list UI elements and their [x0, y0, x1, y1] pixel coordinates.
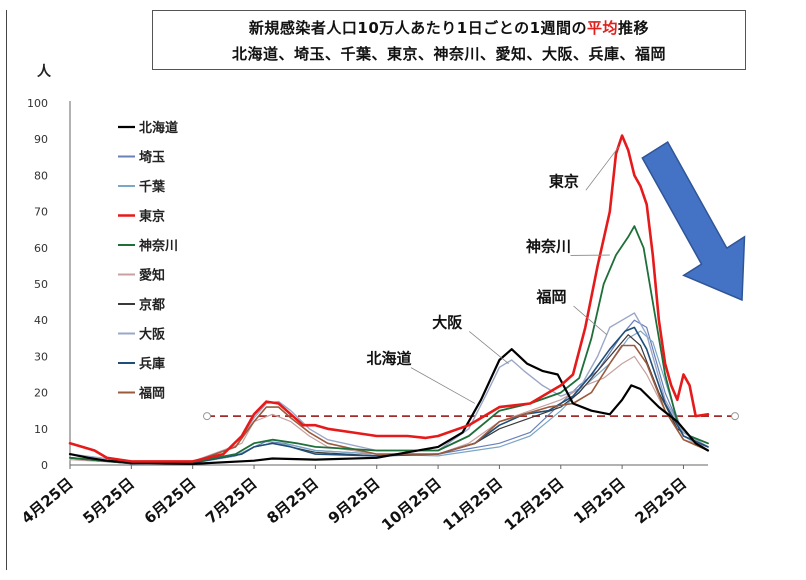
x-tick-label: 12月25日: [501, 474, 568, 534]
series-line: [69, 312, 709, 464]
y-tick-label: 50: [34, 278, 48, 291]
reference-line-start-marker: [203, 412, 211, 421]
y-axis-label: 人: [37, 63, 52, 80]
chart-subtitle: 北海道、埼玉、千葉、東京、神奈川、愛知、大阪、兵庫、福岡: [231, 45, 666, 63]
y-tick-label: 30: [34, 350, 48, 363]
x-tick-label: 5月25日: [79, 474, 138, 527]
series-line: [69, 319, 709, 464]
annotation-label: 大阪: [432, 313, 463, 331]
series-line: [68, 134, 710, 463]
title-text-pre: 新規感染者人口10万人あたり1日ごとの1週間の: [248, 19, 588, 37]
axes-group: 0 10 20 30 40 50 60 70 80 90 100 人 4月25日 5月25日 6月25日 7月…: [18, 63, 708, 534]
x-tick-label: 2月25日: [631, 474, 690, 527]
legend-label: 大阪: [139, 327, 166, 343]
annotation-label: 神奈川: [526, 237, 571, 255]
annotation-label: 福岡: [536, 288, 567, 306]
x-tick-label: 11月25日: [439, 474, 506, 534]
x-tick-label: 8月25日: [263, 474, 322, 527]
title-highlight: 平均: [587, 19, 619, 37]
series-line: [69, 225, 709, 465]
annotation-label: 北海道: [366, 350, 411, 368]
title-text-post: 推移: [618, 19, 650, 37]
y-tick-label: 80: [34, 169, 48, 182]
y-tick-label: 40: [34, 314, 48, 327]
chart-title: 新規感染者人口10万人あたり1日ごとの1週間の平均推移: [153, 17, 745, 38]
x-tick-label: 1月25日: [570, 474, 629, 527]
series-line: [69, 355, 709, 464]
reference-line-end-marker: [731, 412, 739, 421]
legend-label: 兵庫: [139, 356, 165, 372]
y-tick-label: 100: [27, 97, 48, 110]
series-line: [69, 344, 709, 464]
down-right-arrow-icon: [641, 140, 746, 302]
series-group: [68, 134, 710, 465]
y-tick-label: 20: [34, 387, 48, 400]
legend-label: 千葉: [139, 179, 166, 195]
y-tick-label: 10: [34, 423, 48, 436]
series-line: [69, 330, 709, 464]
annotation-label: 東京: [549, 172, 579, 190]
legend-label: 福岡: [138, 386, 165, 402]
x-tick-label: 4月25日: [18, 474, 77, 527]
y-tick-label: 70: [34, 206, 48, 219]
y-tick-label: 60: [34, 242, 48, 255]
x-tick-label: 9月25日: [325, 474, 384, 527]
legend-label: 北海道: [139, 120, 178, 136]
annotation-leader: [585, 146, 620, 191]
x-tick-label: 6月25日: [141, 474, 200, 527]
annotation-leader: [469, 331, 509, 364]
chart-title-box: 新規感染者人口10万人あたり1日ごとの1週間の平均推移 北海道、埼玉、千葉、東京…: [152, 10, 746, 70]
window-edge: [6, 10, 7, 570]
y-tick-label: 90: [34, 133, 48, 146]
y-tick-label: 0: [41, 459, 48, 472]
legend-label: 東京: [139, 209, 165, 225]
x-tick-label: 10月25日: [378, 474, 445, 534]
annotation-leader: [410, 367, 476, 404]
series-line: [69, 326, 709, 465]
series-line: [68, 348, 710, 465]
annotation-leader: [573, 305, 608, 335]
legend-label: 埼玉: [139, 150, 165, 166]
arrow-group: [641, 140, 746, 302]
legend-label: 愛知: [139, 268, 165, 284]
legend-label: 神奈川: [139, 238, 178, 254]
legend-label: 京都: [139, 297, 165, 313]
x-tick-label: 7月25日: [202, 474, 261, 527]
